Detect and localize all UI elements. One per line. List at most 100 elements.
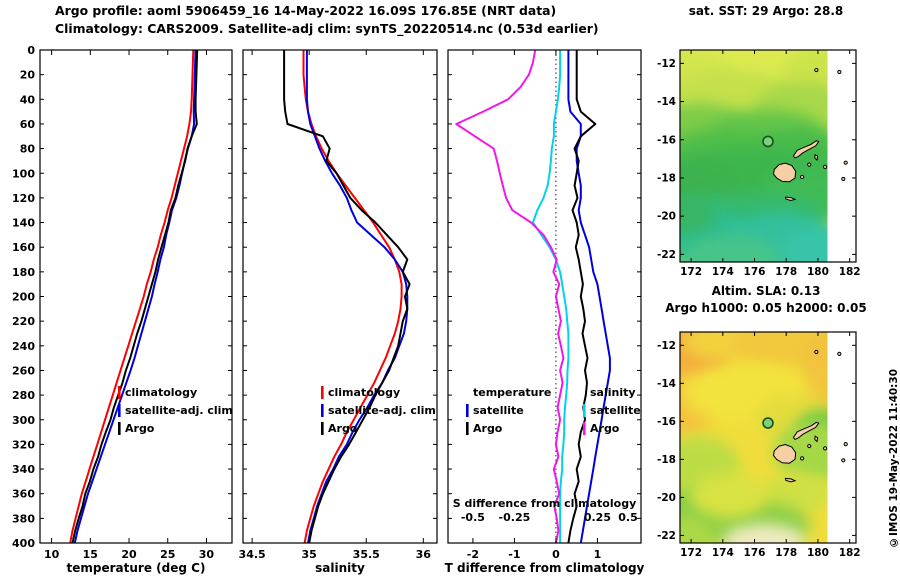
fiji-islands — [772, 349, 848, 483]
axes-frame — [447, 49, 642, 544]
legend-key-satellite-adj. clim — [118, 404, 121, 417]
svg-text:280: 280 — [12, 389, 35, 402]
svg-text:-16: -16 — [657, 134, 676, 146]
svg-text:Argo: Argo — [473, 422, 503, 435]
svg-text:25: 25 — [160, 548, 175, 561]
series-s-diff-satellite — [532, 50, 570, 543]
svg-text:temperature: temperature — [473, 386, 551, 399]
svg-text:-22: -22 — [657, 530, 676, 542]
legend-key-salinity-Argo — [583, 422, 586, 435]
small-island-dot — [837, 69, 842, 75]
argo-float-marker — [762, 417, 774, 429]
svg-text:climatology: climatology — [125, 386, 197, 399]
svg-text:-20: -20 — [657, 492, 676, 504]
svg-text:-1: -1 — [508, 548, 520, 561]
island-viti-levu — [772, 443, 797, 464]
svg-text:Argo: Argo — [590, 422, 620, 435]
legend-key-satellite-adj. clim — [321, 404, 324, 417]
small-island-dot — [799, 456, 805, 461]
series-climatology — [69, 49, 195, 544]
svg-text:-2: -2 — [467, 548, 479, 561]
small-island-dot — [843, 160, 848, 165]
svg-text:30: 30 — [199, 548, 215, 561]
svg-text:240: 240 — [12, 340, 35, 353]
svg-text:climatology: climatology — [328, 386, 400, 399]
svg-text:-16: -16 — [657, 416, 676, 428]
map-frame — [679, 331, 857, 544]
small-island-dot — [807, 162, 812, 167]
series-s-diff-argo — [455, 49, 565, 544]
svg-text:200: 200 — [12, 291, 35, 304]
svg-text:172: 172 — [680, 547, 702, 559]
svg-text:400: 400 — [12, 537, 35, 550]
svg-text:satellite-adj. clim: satellite-adj. clim — [125, 404, 233, 417]
svg-text:176: 176 — [744, 547, 766, 559]
figure-title-line1: Argo profile: aoml 5906459_16 14-May-202… — [55, 3, 557, 18]
svg-text:180: 180 — [12, 266, 35, 279]
legend-key-climatology — [118, 386, 121, 399]
imos-copyright-stamp: ©IMOS 19-May-2022 11:40:30 — [888, 369, 900, 548]
svg-text:380: 380 — [12, 512, 35, 525]
axes-frame — [39, 49, 233, 544]
svg-text:176: 176 — [744, 266, 766, 278]
small-island-dot — [799, 174, 805, 180]
legend-salinity: climatology satellite-adj. clim Argo — [321, 386, 436, 435]
svg-text:20: 20 — [20, 69, 36, 82]
sla-map-title-line2: Argo h1000: 0.05 h2000: 0.05 — [665, 301, 867, 315]
series-argo — [71, 49, 199, 544]
svg-text:300: 300 — [12, 414, 35, 427]
legend-temperature: climatology satellite-adj. clim Argo — [118, 386, 233, 435]
svg-text:340: 340 — [12, 463, 35, 476]
map-color-field — [680, 50, 828, 262]
legend-key-Argo — [118, 422, 121, 435]
small-island-dot — [843, 442, 848, 447]
svg-text:320: 320 — [12, 438, 35, 451]
map-sst: 172 174 176 178 180 182 -12 -14 -16 -18 -20 -22 — [657, 49, 861, 278]
legend-difference: temperature satellite Argo salinity satellit… — [466, 386, 641, 435]
panel-difference: -2 -1 0 1T difference from climatology S dif… — [445, 49, 645, 575]
svg-text:100: 100 — [12, 167, 35, 180]
island-vanua-levu — [792, 140, 820, 159]
series-t-diff-argo — [567, 50, 597, 544]
svg-text:Argo: Argo — [125, 422, 155, 435]
map-color-field — [680, 332, 828, 543]
svg-text:satellite-adj. clim: satellite-adj. clim — [328, 404, 436, 417]
svg-text:temperature (deg C): temperature (deg C) — [67, 561, 206, 575]
island-viti-levu — [772, 162, 797, 183]
argo-float-marker — [762, 135, 774, 148]
svg-text:-12: -12 — [657, 340, 676, 352]
figure-title-line2: Climatology: CARS2009. Satellite-adj cli… — [55, 21, 599, 36]
island-vanua-levu — [792, 421, 820, 441]
svg-text:0.25: 0.25 — [584, 511, 611, 524]
small-island-dot — [841, 176, 846, 182]
small-island-dot — [822, 164, 828, 169]
svg-text:182: 182 — [839, 266, 861, 278]
svg-text:15: 15 — [83, 548, 98, 561]
svg-text:172: 172 — [680, 266, 702, 278]
svg-text:-14: -14 — [657, 378, 676, 390]
small-island-dot — [814, 67, 819, 73]
svg-text:satellite: satellite — [590, 404, 641, 417]
legend-key-temperature-satellite — [466, 404, 469, 417]
svg-text:182: 182 — [839, 547, 861, 559]
series-argo — [283, 50, 411, 544]
svg-text:satellite: satellite — [473, 404, 524, 417]
svg-text:20: 20 — [121, 548, 137, 561]
svg-text:40: 40 — [20, 93, 36, 106]
svg-text:174: 174 — [712, 547, 734, 559]
svg-text:35: 35 — [302, 548, 317, 561]
series-satellite-adj-clim — [305, 50, 409, 544]
svg-text:0: 0 — [27, 44, 35, 57]
legend-key-salinity-satellite — [583, 404, 586, 417]
small-island-dot — [837, 351, 842, 356]
island-taveuni — [814, 153, 819, 161]
svg-text:salinity: salinity — [315, 561, 365, 575]
fiji-islands — [772, 67, 848, 202]
map-sla: 172 174 176 178 180 182 -12 -14 -16 -18 -20 -22 — [657, 331, 861, 559]
svg-text:T difference from climatology: T difference from climatology — [445, 561, 645, 575]
svg-text:10: 10 — [44, 548, 60, 561]
svg-text:360: 360 — [12, 488, 35, 501]
small-island-dot — [841, 458, 846, 463]
